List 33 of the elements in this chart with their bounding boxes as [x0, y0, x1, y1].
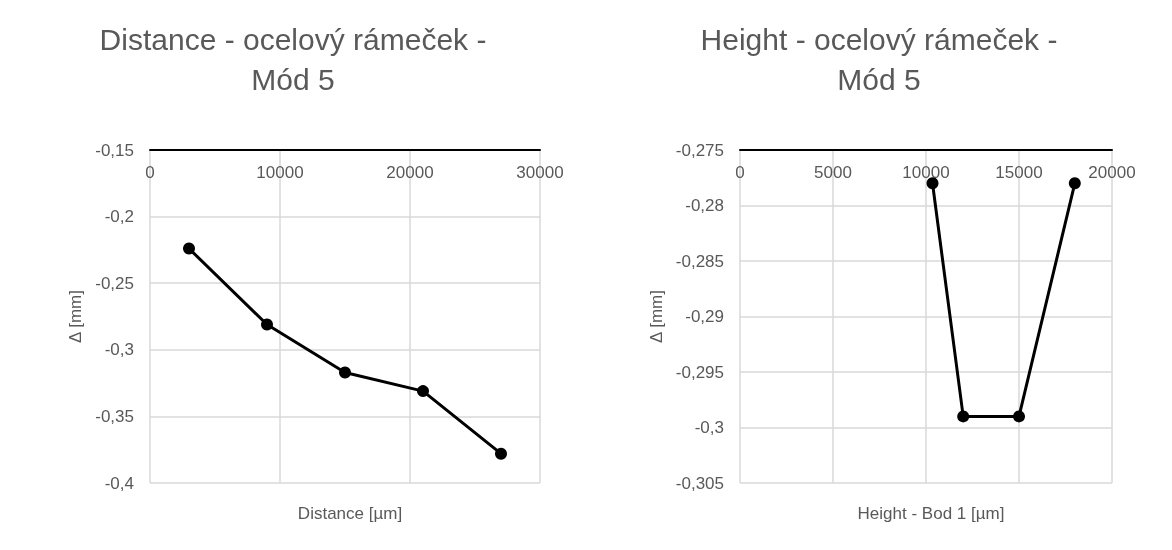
y-tick-label: -0,28	[685, 196, 724, 215]
x-tick-label: 5000	[814, 163, 852, 182]
point	[417, 385, 429, 398]
x-tick-label: 10000	[902, 163, 950, 182]
y-tick-label: -0,3	[694, 418, 724, 437]
y-tick-label: -0,295	[675, 362, 724, 382]
x-tick-label: 0	[145, 163, 155, 182]
y-tick-label: -0,29	[685, 307, 724, 326]
point	[261, 318, 273, 331]
point	[183, 242, 195, 255]
y-tick-label: -0,25	[95, 273, 134, 293]
x-tick-label: 20000	[1088, 163, 1136, 182]
y-tick-label: -0,2	[104, 207, 134, 227]
y-axis-title: Δ [mm]	[66, 290, 86, 343]
y-axis-title: Δ [mm]	[646, 290, 666, 343]
y-tick-label: -0,275	[675, 140, 724, 160]
chart-title: Distance - ocelový rámeček - Mód 5	[99, 22, 487, 96]
y-tick-label: -0,3	[104, 340, 134, 360]
chart-title: Height - ocelový rámeček - Mód 5	[700, 22, 1058, 96]
x-axis-title: Distance [µm]	[297, 504, 403, 523]
y-tick-label: -0,305	[675, 473, 724, 493]
y-tick-label: -0,4	[104, 473, 134, 493]
y-tick-label: -0,285	[675, 251, 724, 271]
y-tick-label: -0,35	[95, 406, 134, 426]
x-tick-label: 10000	[256, 163, 304, 182]
x-tick-label: 30000	[516, 163, 564, 182]
x-tick-label: 20000	[386, 163, 434, 182]
point	[495, 447, 507, 460]
x-tick-label: 0	[735, 163, 745, 182]
x-tick-label: 15000	[995, 163, 1043, 182]
x-axis-title: Height - Bod 1 [µm]	[857, 504, 1005, 523]
y-tick-label: -0,15	[95, 140, 134, 160]
point	[339, 366, 351, 379]
